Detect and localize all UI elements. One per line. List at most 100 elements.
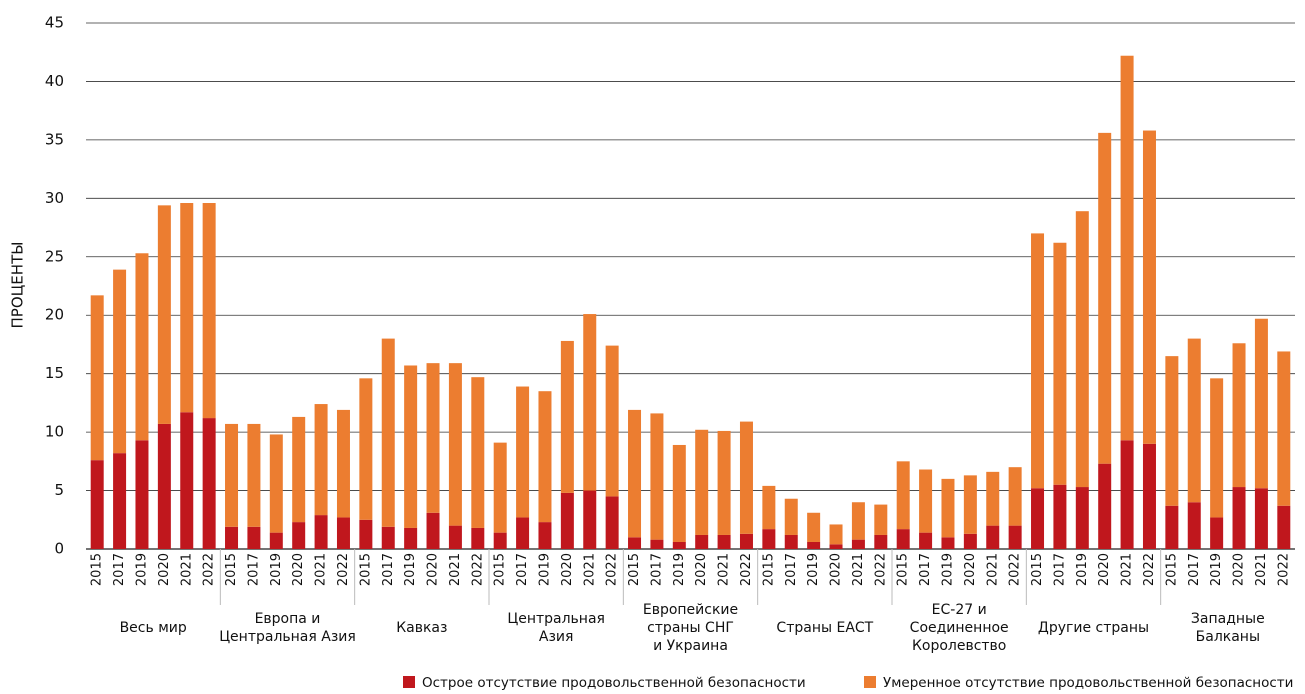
bar-segment: [628, 409, 642, 538]
x-tick-label: 2022: [739, 553, 754, 586]
bar-segment: [1187, 502, 1201, 549]
bar-segment: [941, 478, 955, 538]
y-tick-label: 35: [45, 130, 64, 148]
x-tick-label: 2021: [717, 553, 732, 586]
bar-segment: [1254, 488, 1268, 549]
bar-segment: [336, 517, 350, 549]
x-tick-label: 2017: [1187, 553, 1202, 586]
bar-segment: [180, 412, 194, 549]
bar-segment: [157, 423, 171, 549]
bar-segment: [829, 524, 843, 545]
x-tick-label: 2017: [918, 553, 933, 586]
x-tick-label: 2021: [851, 553, 866, 586]
x-tick-label: 2021: [1254, 553, 1269, 586]
bar-segment: [1098, 463, 1112, 549]
bar-segment: [202, 418, 216, 549]
x-tick-label: 2015: [1164, 553, 1179, 586]
bar-segment: [672, 444, 686, 542]
bar-segment: [919, 469, 933, 533]
x-tick-label: 2015: [1030, 553, 1045, 586]
y-tick-label: 25: [45, 247, 64, 265]
bar-segment: [1210, 517, 1224, 549]
x-tick-label: 2020: [560, 553, 575, 586]
bar-segment: [874, 504, 888, 535]
bar-segment: [336, 409, 350, 518]
bar-segment: [1075, 211, 1089, 488]
bar-segment: [963, 475, 977, 534]
bar-segment: [1053, 242, 1067, 485]
x-tick-label: 2022: [1008, 553, 1023, 586]
bar-segment: [1187, 338, 1201, 503]
bar-segment: [1277, 505, 1291, 549]
bar-segment: [851, 502, 865, 540]
bar-segment: [1210, 378, 1224, 518]
bar-segment: [605, 345, 619, 497]
bar-segment: [448, 363, 462, 526]
bar-segment: [583, 314, 597, 491]
legend-label: Острое отсутствие продовольственной безо…: [422, 675, 806, 690]
bar-segment: [851, 539, 865, 549]
bar-segment: [448, 525, 462, 549]
group-label: Страны ЕАСТ: [776, 620, 873, 636]
legend-swatch: [403, 676, 415, 688]
bar-segment: [896, 461, 910, 530]
x-tick-label: 2020: [1097, 553, 1112, 586]
x-tick-label: 2017: [246, 553, 261, 586]
group-label: Балканы: [1196, 629, 1260, 645]
bar-segment: [628, 537, 642, 549]
x-tick-label: 2020: [694, 553, 709, 586]
y-axis-label: ПРОЦЕНТЫ: [9, 242, 27, 329]
bar-segment: [225, 526, 239, 549]
x-tick-label: 2017: [784, 553, 799, 586]
y-tick-label: 0: [54, 540, 64, 558]
x-tick-label: 2022: [470, 553, 485, 586]
bar-segment: [762, 529, 776, 549]
bar-segment: [717, 430, 731, 535]
bar-segment: [896, 529, 910, 549]
x-tick-label: 2019: [940, 553, 955, 586]
group-label: Соединенное: [910, 620, 1009, 636]
bar-segment: [269, 532, 283, 549]
x-tick-label: 2017: [381, 553, 396, 586]
x-tick-label: 2017: [1052, 553, 1067, 586]
x-tick-label: 2020: [291, 553, 306, 586]
group-label: Кавказ: [396, 620, 447, 636]
bar-segment: [1232, 487, 1246, 549]
bar-segment: [986, 471, 1000, 526]
bar-segment: [247, 526, 261, 549]
x-tick-label: 2017: [649, 553, 664, 586]
x-tick-label: 2021: [448, 553, 463, 586]
bar-segment: [650, 413, 664, 540]
x-tick-label: 2022: [605, 553, 620, 586]
bar-segment: [359, 378, 373, 520]
bar-segment: [404, 365, 418, 528]
bar-segment: [538, 522, 552, 549]
x-tick-label: 2022: [1142, 553, 1157, 586]
bar-segment: [560, 340, 574, 493]
x-tick-label: 2019: [1075, 553, 1090, 586]
legend-label: Умеренное отсутствие продовольственной б…: [883, 675, 1293, 690]
group-label: Европейские: [643, 602, 738, 618]
x-tick-label: 2020: [829, 553, 844, 586]
group-label: Центральная: [507, 611, 605, 627]
bar-segment: [1098, 132, 1112, 464]
bar-segment: [493, 442, 507, 533]
bar-segment: [292, 522, 306, 549]
bar-segment: [963, 533, 977, 549]
bar-segment: [404, 527, 418, 549]
y-tick-label: 30: [45, 189, 64, 207]
bar-segment: [986, 525, 1000, 549]
x-tick-label: 2020: [1232, 553, 1247, 586]
bar-segment: [247, 423, 261, 527]
bar-segment: [426, 363, 440, 513]
bar-segment: [225, 423, 239, 527]
bar-segment: [605, 496, 619, 549]
bar-segment: [1008, 467, 1022, 526]
x-tick-label: 2019: [672, 553, 687, 586]
bar-segment: [1165, 505, 1179, 549]
x-tick-label: 2021: [582, 553, 597, 586]
bar-segment: [919, 532, 933, 549]
bar-segment: [784, 498, 798, 535]
bar-segment: [941, 537, 955, 549]
